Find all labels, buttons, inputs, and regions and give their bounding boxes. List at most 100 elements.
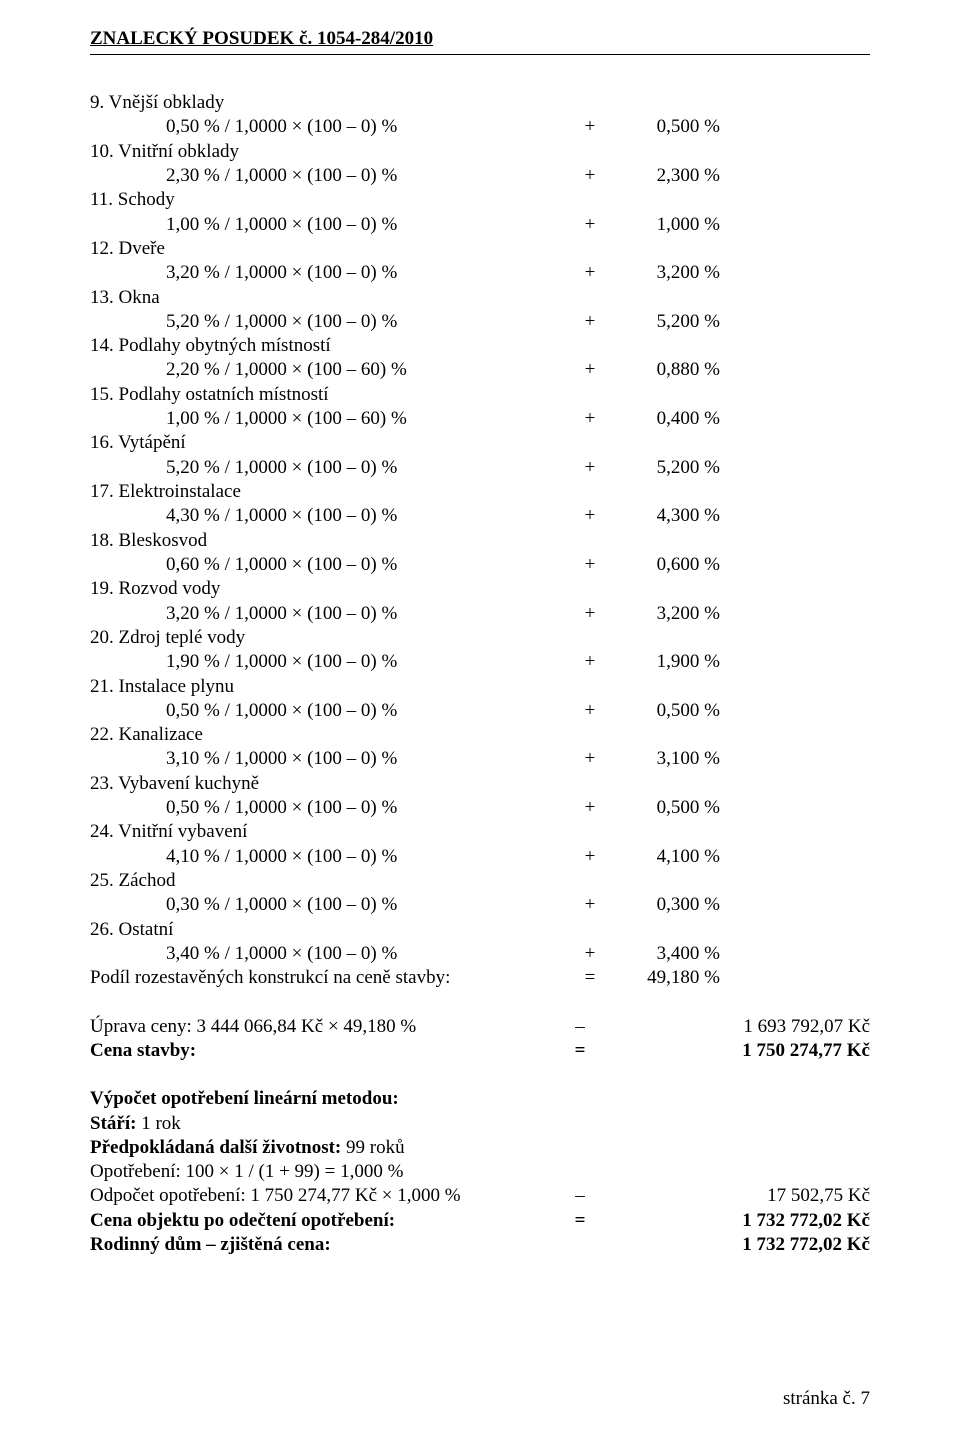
item-heading: 23. Vybavení kuchyně [90, 772, 870, 796]
item-heading: 19. Rozvod vody [90, 577, 870, 601]
item-sign: + [570, 747, 610, 771]
item-val: 1,900 % [610, 650, 720, 674]
item-val: 0,400 % [610, 407, 720, 431]
item-calc-row: 2,30 % / 1,0000 × (100 – 0) %+2,300 % [90, 164, 870, 188]
item-sign: + [570, 261, 610, 285]
item-sign: + [570, 553, 610, 577]
page-footer: stránka č. 7 [783, 1388, 870, 1410]
item-sign: + [570, 213, 610, 237]
item-val: 0,500 % [610, 115, 720, 139]
uprava-sign: – [560, 1015, 600, 1039]
item-calc: 4,30 % / 1,0000 × (100 – 0) % [90, 504, 570, 528]
opotrebeni-calc: Opotřebení: 100 × 1 / (1 + 99) = 1,000 % [90, 1160, 870, 1184]
cena-po-label: Cena objektu po odečtení opotřebení: [90, 1209, 560, 1233]
cena-stavby-sign: = [560, 1039, 600, 1063]
item-name: 10. Vnitřní obklady [90, 140, 239, 164]
item-calc-row: 1,00 % / 1,0000 × (100 – 60) %+0,400 % [90, 407, 870, 431]
item-val: 3,400 % [610, 942, 720, 966]
item-calc: 3,40 % / 1,0000 × (100 – 0) % [90, 942, 570, 966]
item-sign: + [570, 650, 610, 674]
odpocet-label: Odpočet opotřebení: 1 750 274,77 Kč × 1,… [90, 1184, 560, 1208]
rd-val: 1 732 772,02 Kč [600, 1233, 870, 1257]
item-calc: 1,00 % / 1,0000 × (100 – 0) % [90, 213, 570, 237]
item-calc-row: 3,40 % / 1,0000 × (100 – 0) %+3,400 % [90, 942, 870, 966]
item-calc: 1,00 % / 1,0000 × (100 – 60) % [90, 407, 570, 431]
item-name: 23. Vybavení kuchyně [90, 772, 259, 796]
item-heading: 14. Podlahy obytných místností [90, 334, 870, 358]
item-heading: 13. Okna [90, 286, 870, 310]
item-calc-row: 3,10 % / 1,0000 × (100 – 0) %+3,100 % [90, 747, 870, 771]
item-heading: 16. Vytápění [90, 431, 870, 455]
item-sign: + [570, 699, 610, 723]
item-calc: 3,10 % / 1,0000 × (100 – 0) % [90, 747, 570, 771]
item-calc: 0,50 % / 1,0000 × (100 – 0) % [90, 699, 570, 723]
item-heading: 9. Vnější obklady [90, 91, 870, 115]
ziv-val: 99 roků [341, 1137, 404, 1158]
item-sign: + [570, 358, 610, 382]
item-heading: 26. Ostatní [90, 918, 870, 942]
item-sign: + [570, 115, 610, 139]
item-name: 26. Ostatní [90, 918, 173, 942]
item-name: 12. Dveře [90, 237, 165, 261]
item-sign: + [570, 310, 610, 334]
item-heading: 10. Vnitřní obklady [90, 140, 870, 164]
item-calc-row: 5,20 % / 1,0000 × (100 – 0) %+5,200 % [90, 456, 870, 480]
item-val: 3,200 % [610, 261, 720, 285]
item-sign: + [570, 893, 610, 917]
cena-po-row: Cena objektu po odečtení opotřebení: = 1… [90, 1209, 870, 1233]
item-calc: 4,10 % / 1,0000 × (100 – 0) % [90, 845, 570, 869]
uprava-val: 1 693 792,07 Kč [600, 1015, 870, 1039]
item-heading: 17. Elektroinstalace [90, 480, 870, 504]
item-calc: 3,20 % / 1,0000 × (100 – 0) % [90, 261, 570, 285]
rd-sign [560, 1233, 600, 1257]
item-calc: 3,20 % / 1,0000 × (100 – 0) % [90, 602, 570, 626]
cena-stavby-val: 1 750 274,77 Kč [600, 1039, 870, 1063]
item-val: 1,000 % [610, 213, 720, 237]
item-heading: 15. Podlahy ostatních místností [90, 383, 870, 407]
item-val: 0,500 % [610, 796, 720, 820]
item-name: 21. Instalace plynu [90, 675, 234, 699]
item-sign: + [570, 407, 610, 431]
item-calc: 0,30 % / 1,0000 × (100 – 0) % [90, 893, 570, 917]
item-name: 13. Okna [90, 286, 160, 310]
wear-heading: Výpočet opotřebení lineární metodou: [90, 1087, 870, 1111]
item-name: 17. Elektroinstalace [90, 480, 241, 504]
item-sign: + [570, 845, 610, 869]
item-heading: 18. Bleskosvod [90, 529, 870, 553]
stari-val: 1 rok [136, 1113, 180, 1134]
item-name: 20. Zdroj teplé vody [90, 626, 245, 650]
podil-row: Podíl rozestavěných konstrukcí na ceně s… [90, 966, 870, 990]
cena-stavby-row: Cena stavby: = 1 750 274,77 Kč [90, 1039, 870, 1063]
item-val: 5,200 % [610, 310, 720, 334]
rd-label: Rodinný dům – zjištěná cena: [90, 1233, 560, 1257]
item-name: 15. Podlahy ostatních místností [90, 383, 329, 407]
line-items: 9. Vnější obklady0,50 % / 1,0000 × (100 … [90, 91, 870, 966]
item-calc: 0,60 % / 1,0000 × (100 – 0) % [90, 553, 570, 577]
item-heading: 11. Schody [90, 188, 870, 212]
item-calc-row: 0,60 % / 1,0000 × (100 – 0) %+0,600 % [90, 553, 870, 577]
item-val: 0,300 % [610, 893, 720, 917]
cena-stavby-label: Cena stavby: [90, 1039, 560, 1063]
header-rule [90, 54, 870, 55]
podil-label: Podíl rozestavěných konstrukcí na ceně s… [90, 966, 570, 990]
item-sign: + [570, 456, 610, 480]
item-calc-row: 1,00 % / 1,0000 × (100 – 0) %+1,000 % [90, 213, 870, 237]
item-calc: 0,50 % / 1,0000 × (100 – 0) % [90, 115, 570, 139]
item-heading: 20. Zdroj teplé vody [90, 626, 870, 650]
item-calc-row: 2,20 % / 1,0000 × (100 – 60) %+0,880 % [90, 358, 870, 382]
item-name: 16. Vytápění [90, 431, 186, 455]
item-calc: 5,20 % / 1,0000 × (100 – 0) % [90, 456, 570, 480]
cena-po-val: 1 732 772,02 Kč [600, 1209, 870, 1233]
odpocet-row: Odpočet opotřebení: 1 750 274,77 Kč × 1,… [90, 1184, 870, 1208]
item-calc: 0,50 % / 1,0000 × (100 – 0) % [90, 796, 570, 820]
item-name: 25. Záchod [90, 869, 175, 893]
item-calc-row: 0,50 % / 1,0000 × (100 – 0) %+0,500 % [90, 699, 870, 723]
podil-val: 49,180 % [610, 966, 720, 990]
item-val: 0,880 % [610, 358, 720, 382]
item-val: 2,300 % [610, 164, 720, 188]
item-calc-row: 0,50 % / 1,0000 × (100 – 0) %+0,500 % [90, 796, 870, 820]
item-name: 19. Rozvod vody [90, 577, 220, 601]
item-heading: 24. Vnitřní vybavení [90, 820, 870, 844]
item-heading: 21. Instalace plynu [90, 675, 870, 699]
item-val: 4,300 % [610, 504, 720, 528]
